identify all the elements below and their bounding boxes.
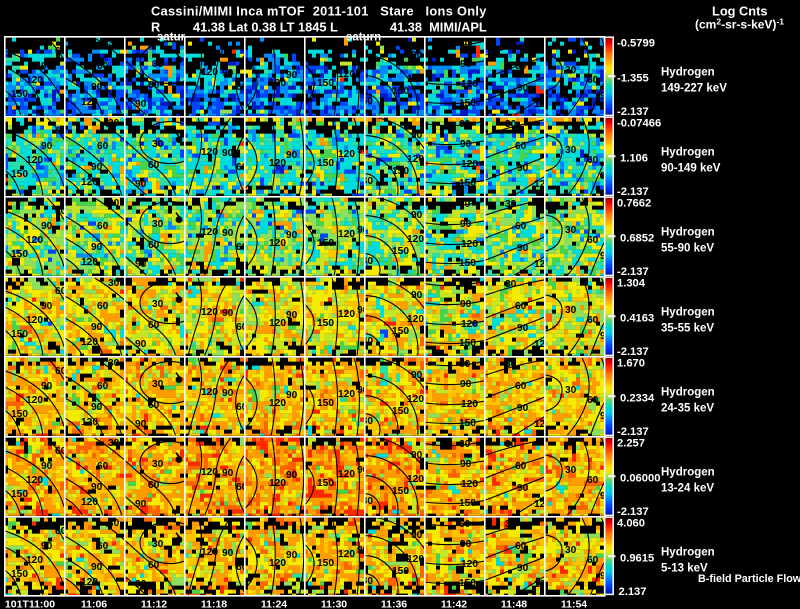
svg-text:55-90 keV: 55-90 keV — [661, 243, 714, 255]
svg-text:4.060: 4.060 — [617, 518, 645, 530]
svg-text:11:48: 11:48 — [501, 599, 527, 609]
svg-text:Hydrogen: Hydrogen — [661, 547, 715, 559]
svg-text:Hydrogen: Hydrogen — [661, 67, 715, 79]
svg-text:101T11:00: 101T11:00 — [5, 599, 55, 609]
svg-text:satur: satur — [157, 32, 186, 44]
svg-text:11:42: 11:42 — [441, 599, 467, 609]
svg-text:0.06000: 0.06000 — [620, 472, 660, 484]
svg-text:Cassini/MIMI Inca mTOF 2011-1: Cassini/MIMI Inca mTOF 2011-101 Stare Io… — [151, 4, 487, 19]
svg-text:149-227 keV: 149-227 keV — [661, 83, 727, 95]
svg-text:Hydrogen: Hydrogen — [661, 387, 715, 399]
svg-text:(cm2-sr-s-keV)-1: (cm2-sr-s-keV)-1 — [695, 17, 784, 32]
svg-text:-0.5799: -0.5799 — [617, 38, 655, 50]
svg-text:11:24: 11:24 — [261, 599, 287, 609]
svg-text:41.38 MIMI/APL: 41.38 MIMI/APL — [390, 20, 487, 35]
svg-text:13-24 keV: 13-24 keV — [661, 483, 714, 495]
svg-text:Log Cnts: Log Cnts — [712, 4, 767, 19]
svg-text:0.4163: 0.4163 — [620, 312, 654, 324]
svg-text:-1.355: -1.355 — [617, 72, 649, 84]
svg-text:-2.137: -2.137 — [617, 266, 649, 278]
svg-text:saturn: saturn — [346, 32, 381, 44]
svg-text:90-149 keV: 90-149 keV — [661, 163, 721, 175]
svg-text:1.106: 1.106 — [620, 152, 648, 164]
svg-text:1.304: 1.304 — [617, 278, 646, 290]
svg-text:11:06: 11:06 — [81, 599, 107, 609]
svg-text:Hydrogen: Hydrogen — [661, 467, 715, 479]
svg-text:11:30: 11:30 — [321, 599, 347, 609]
svg-text:24-35 keV: 24-35 keV — [661, 403, 714, 415]
svg-text:11:12: 11:12 — [141, 599, 167, 609]
svg-text:5-13 keV: 5-13 keV — [661, 563, 708, 575]
svg-text:2.137: 2.137 — [619, 586, 647, 598]
svg-text:11:36: 11:36 — [381, 599, 407, 609]
svg-text:-2.137: -2.137 — [617, 346, 649, 358]
svg-text:Hydrogen: Hydrogen — [661, 307, 715, 319]
svg-text:0.2334: 0.2334 — [620, 392, 655, 404]
svg-text:B-field Particle Flow: B-field Particle Flow — [698, 573, 800, 585]
svg-text:Hydrogen: Hydrogen — [661, 227, 715, 239]
svg-text:2.257: 2.257 — [617, 438, 645, 450]
svg-text:-0.07466: -0.07466 — [617, 118, 661, 130]
svg-text:-2.137: -2.137 — [617, 426, 649, 438]
svg-text:0.6852: 0.6852 — [620, 232, 654, 244]
svg-text:0.7662: 0.7662 — [617, 198, 651, 210]
svg-text:41.38 Lat 0.38 LT 1845 L: 41.38 Lat 0.38 LT 1845 L — [193, 20, 338, 35]
svg-text:0.9615: 0.9615 — [620, 552, 654, 564]
svg-text:35-55 keV: 35-55 keV — [661, 323, 714, 335]
svg-text:11:54: 11:54 — [561, 599, 587, 609]
svg-text:-2.137: -2.137 — [617, 106, 649, 118]
svg-text:Hydrogen: Hydrogen — [661, 147, 715, 159]
svg-text:11:18: 11:18 — [201, 599, 227, 609]
svg-text:R: R — [151, 20, 160, 35]
svg-text:-2.137: -2.137 — [617, 506, 649, 518]
svg-text:1.670: 1.670 — [617, 358, 645, 370]
svg-text:-2.137: -2.137 — [617, 186, 649, 198]
